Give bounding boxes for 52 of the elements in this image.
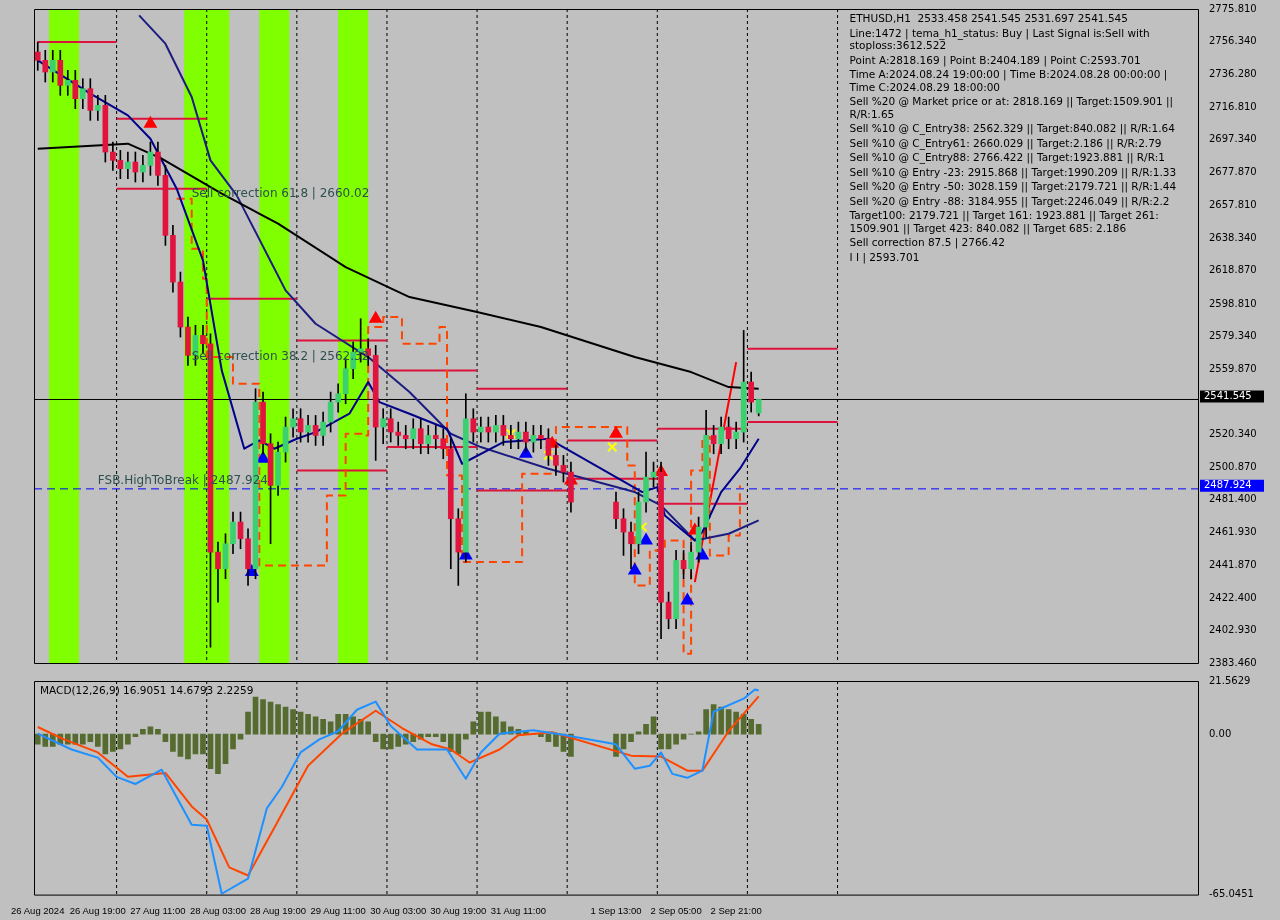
y-tick-label: 2422.400: [1209, 591, 1257, 603]
annotation: Target100: 2179.721 || Target 161: 1923.881 || Target 261: 1509.901 || Target 423: 840.082 || Target 685: 2.186: [848, 209, 1159, 235]
x-tick-label: 26 Aug 19:00: [69, 904, 126, 916]
y-tick-label: 2579.340: [1209, 330, 1257, 342]
y-tick-label: 2461.930: [1209, 525, 1257, 537]
y-tick-label: 2638.340: [1209, 231, 1257, 243]
x-tick-label: 26 Aug 2024: [11, 904, 65, 916]
x-tick-label: 1 Sep 13:00: [590, 904, 642, 916]
annotation: Sell %10 @ C_Entry88: 2766.422 || Target:1923.881 || R/R:1: [849, 151, 1165, 165]
annotation: Sell %20 @ Entry -50: 3028.159 || Target:2179.721 || R/R:1.44: [849, 180, 1177, 194]
x-tick-label: 27 Aug 11:00: [130, 904, 186, 916]
x-tick-label: 2 Sep 05:00: [650, 904, 702, 916]
x-tick-label: 30 Aug 19:00: [430, 904, 487, 916]
y-tick-label: -65.0451: [1209, 888, 1254, 900]
annotation: Sell %20 @ Entry -88: 3184.955 || Target:2246.049 || R/R:2.2: [849, 194, 1170, 208]
ref-line-label: 2487.924: [1204, 479, 1252, 491]
annotation: Time A:2024.08.24 19:00:00 | Time B:2024.08.28 00:00:00 | Time C:2024.08.29 18:00:00: [848, 68, 1168, 93]
annotation: Sell %20 @ Market price or at: 2818.169 || Target:1509.901 || R/R:1.65: [849, 95, 1174, 120]
y-tick-label: 2481.400: [1209, 493, 1257, 505]
annotation: Sell %10 @ C_Entry38: 2562.329 || Target:840.082 || R/R:1.64: [849, 122, 1176, 136]
y-tick-label: 2736.280: [1209, 68, 1257, 80]
x-tick-label: 29 Aug 11:00: [310, 904, 366, 916]
annotation: Sell %10 @ Entry -23: 2915.868 || Target:1990.209 || R/R:1.33: [849, 165, 1177, 179]
annotation: Point A:2818.169 | Point B:2404.189 | Point C:2593.701: [849, 53, 1141, 67]
x-tick-label: 30 Aug 03:00: [370, 904, 427, 916]
annotation: Sell correction 87.5 | 2766.42: [849, 236, 1005, 250]
x-tick-label: 28 Aug 19:00: [250, 904, 307, 916]
y-tick-label: 21.5629: [1209, 674, 1251, 686]
y-tick-label: 2677.870: [1209, 165, 1257, 177]
x-tick-label: 2 Sep 21:00: [710, 904, 762, 916]
chart-title: ETHUSD,H1 2533.458 2541.545 2531.697 2541.545: [849, 11, 1128, 24]
y-tick-label: 2500.870: [1209, 460, 1257, 472]
y-tick-label: 2618.870: [1209, 264, 1257, 276]
y-tick-label: 2756.340: [1209, 35, 1257, 47]
ref-line-label: 2541.545: [1204, 390, 1252, 402]
y-tick-label: 2598.810: [1209, 297, 1257, 309]
chart-title: MACD(12,26,9) 16.9051 14.6793 2.2259: [40, 683, 254, 696]
annotation: Sell %10 @ C_Entry61: 2660.029 || Target:2.186 || R/R:2.79: [849, 136, 1162, 150]
y-tick-label: 0.00: [1209, 727, 1232, 739]
y-tick-label: 2402.930: [1209, 624, 1257, 636]
y-tick-label: 2657.810: [1209, 199, 1257, 211]
y-tick-label: 2559.870: [1209, 362, 1257, 374]
y-tick-label: 2775.810: [1209, 2, 1257, 14]
y-tick-label: 2383.460: [1209, 656, 1257, 668]
y-tick-label: 2716.810: [1209, 100, 1257, 112]
y-tick-label: 2520.340: [1209, 428, 1257, 440]
x-tick-label: 28 Aug 03:00: [189, 904, 246, 916]
y-tick-label: 2697.340: [1209, 133, 1257, 145]
y-tick-label: 2441.870: [1209, 559, 1257, 571]
annotation: I I | 2593.701: [849, 250, 920, 264]
annotation: Line:1472 | tema_h1_status: Buy | Last Signal is:Sell with stoploss:3612.522: [849, 26, 1150, 52]
x-tick-label: 31 Aug 11:00: [490, 904, 547, 916]
